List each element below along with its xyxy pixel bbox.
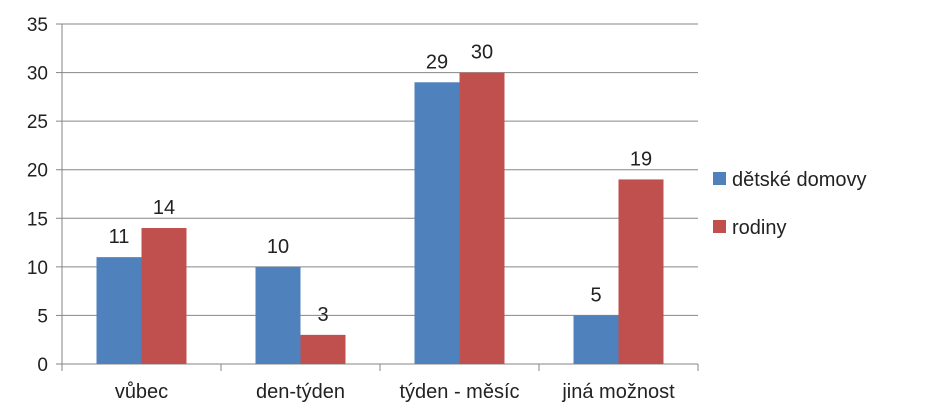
- bar-series-1: [573, 315, 619, 364]
- y-tick-label: 5: [37, 306, 48, 327]
- bars: [96, 72, 664, 365]
- bar-series-2: [300, 334, 346, 364]
- legend-swatch: [713, 172, 726, 185]
- bar-series-1: [414, 82, 460, 365]
- bar-series-2: [618, 179, 664, 364]
- data-label: 30: [471, 42, 493, 64]
- y-tick-label: 10: [27, 258, 48, 279]
- data-label: 29: [426, 51, 448, 73]
- legend-label: rodiny: [732, 217, 786, 239]
- legend-label: dětské domovy: [732, 169, 867, 191]
- x-category-label: den-týden: [256, 381, 345, 403]
- y-tick-label: 35: [27, 15, 48, 36]
- labels: 0 5 10 15 20 25 30 35 vůbec 11 14 den-týden 10 3 týden…: [27, 15, 675, 403]
- x-category-label: týden - měsíc: [399, 381, 519, 403]
- data-label: 11: [109, 226, 130, 248]
- bar-series-2: [459, 72, 505, 365]
- data-label: 10: [267, 236, 289, 258]
- data-label: 19: [630, 148, 652, 170]
- y-tick-label: 30: [27, 64, 48, 85]
- y-tick-label: 25: [27, 112, 48, 133]
- legend: dětské domovy rodiny: [713, 169, 867, 239]
- bar-series-1: [255, 266, 301, 364]
- x-category-label: vůbec: [115, 381, 168, 403]
- bar-series-1: [96, 257, 142, 364]
- y-tick-label: 0: [37, 355, 48, 376]
- legend-swatch: [713, 220, 726, 233]
- data-label: 5: [590, 284, 601, 306]
- y-tick-label: 15: [27, 209, 48, 230]
- x-category-label: jiná možnost: [561, 381, 675, 403]
- data-label: 3: [317, 304, 328, 326]
- data-label: 14: [153, 197, 175, 219]
- bar-series-2: [141, 228, 187, 364]
- y-tick-label: 20: [27, 161, 48, 182]
